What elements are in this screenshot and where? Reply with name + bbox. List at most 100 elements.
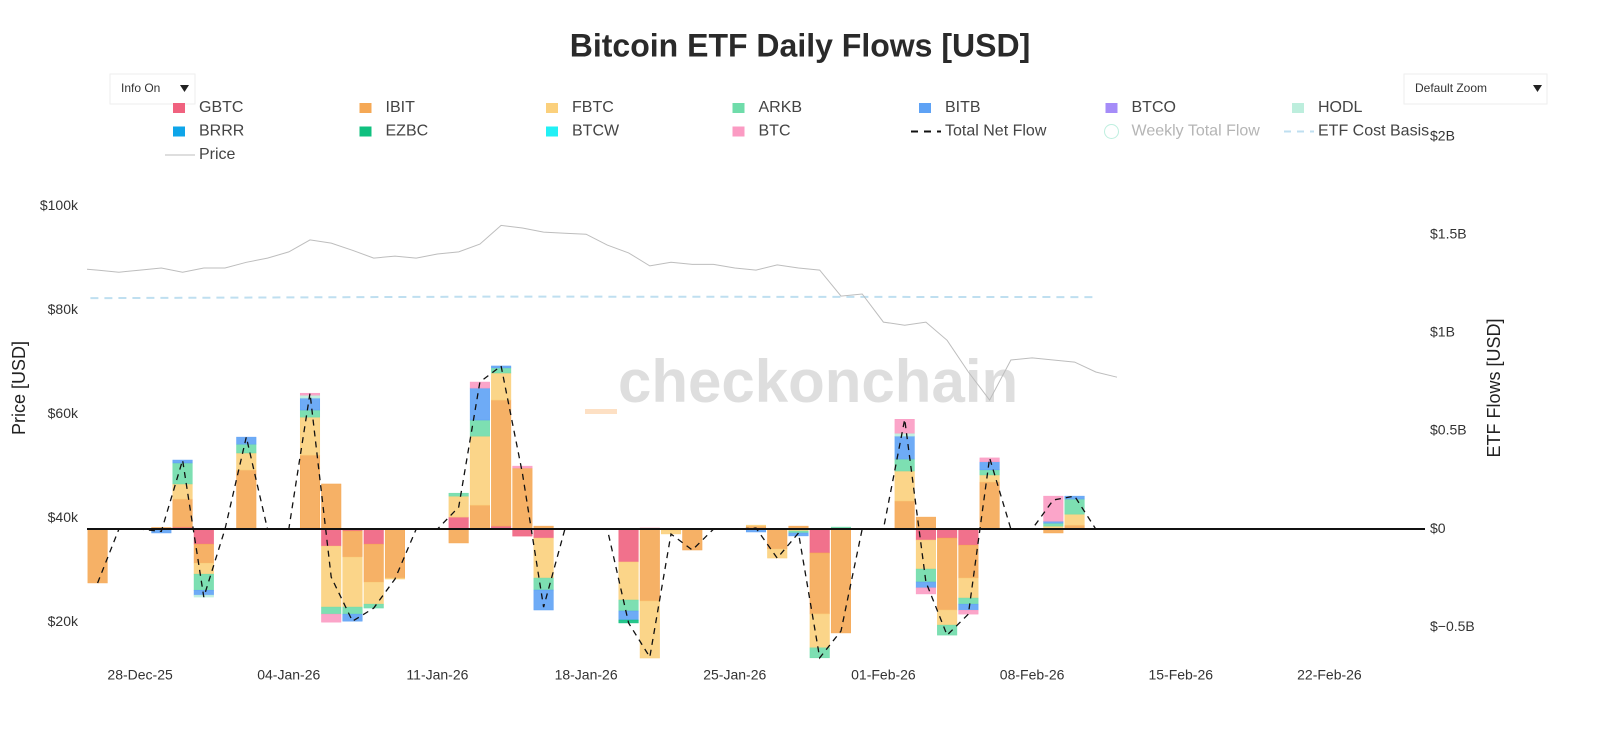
- bar-segment: [342, 613, 363, 622]
- x-tick-label: 22-Feb-26: [1297, 667, 1362, 683]
- legend-label[interactable]: GBTC: [199, 99, 243, 116]
- legend-swatch: [546, 103, 558, 113]
- legend-label[interactable]: HODL: [1318, 99, 1363, 116]
- dropdown-box[interactable]: [1403, 73, 1548, 105]
- legend-marker: [1104, 124, 1119, 139]
- bar-segment: [1043, 495, 1064, 522]
- dropdown-label[interactable]: Default Zoom: [1415, 81, 1487, 95]
- bar-segment: [491, 372, 512, 401]
- bar-segment: [469, 419, 490, 437]
- x-tick-label: 25-Jan-26: [703, 667, 766, 683]
- bar-segment: [958, 597, 979, 605]
- chart-title: Bitcoin ETF Daily Flows [USD]: [570, 27, 1030, 63]
- legend-swatch: [732, 103, 745, 113]
- bar-segment: [448, 492, 469, 497]
- bar-segment: [767, 528, 788, 550]
- bar-segment: [321, 613, 342, 623]
- y2-tick-label: $0: [1430, 520, 1446, 536]
- legend-item[interactable]: BTC: [732, 123, 791, 140]
- y2-tick-label: $2B: [1430, 128, 1455, 144]
- legend-label[interactable]: BTCO: [1132, 99, 1176, 116]
- bar-segment: [448, 528, 469, 544]
- bar-segment: [894, 432, 915, 437]
- bar-segment: [788, 530, 809, 534]
- bar-segment: [937, 528, 958, 539]
- legend-item[interactable]: FBTC: [546, 99, 614, 116]
- bar-segment: [469, 504, 490, 530]
- bar-segment: [1064, 513, 1085, 526]
- x-tick-label: 11-Jan-26: [406, 667, 468, 683]
- bar-segment: [915, 516, 936, 530]
- watermark-text: checkonchain: [618, 348, 1018, 415]
- legend-label[interactable]: EZBC: [386, 123, 429, 140]
- bar-segment: [172, 483, 193, 500]
- bar-segment: [937, 624, 958, 636]
- dropdown-label[interactable]: Info On: [121, 81, 160, 95]
- bar-segment: [958, 603, 979, 611]
- bar-segment: [512, 528, 533, 537]
- legend-item[interactable]: BTCO: [1105, 99, 1176, 116]
- legend-label[interactable]: Weekly Total Flow: [1132, 123, 1261, 140]
- legend-item[interactable]: Weekly Total Flow: [1104, 123, 1261, 140]
- y-axis-title: Price [USD]: [9, 341, 29, 435]
- bar-segment: [745, 524, 767, 527]
- bar-segment: [321, 606, 342, 615]
- legend-item[interactable]: ARKB: [732, 99, 803, 116]
- y-tick-label: $20k: [48, 613, 79, 629]
- plot-area: [87, 224, 1425, 660]
- bar-segment: [299, 454, 321, 529]
- bar-segment: [236, 469, 257, 530]
- bar-segment: [299, 397, 321, 411]
- legend-swatch: [919, 103, 931, 113]
- legend-label[interactable]: ETF Cost Basis: [1318, 123, 1429, 140]
- bar-segment: [894, 470, 915, 502]
- legend-item[interactable]: EZBC: [359, 123, 429, 140]
- bar-segment: [363, 543, 384, 583]
- bar-segment: [512, 465, 533, 469]
- legend-label[interactable]: Total Net Flow: [945, 123, 1047, 140]
- legend-label[interactable]: BITB: [945, 99, 981, 116]
- line: [96, 364, 1097, 660]
- legend-item[interactable]: IBIT: [359, 99, 416, 116]
- x-tick-label: 08-Feb-26: [1000, 667, 1065, 683]
- y-tick-label: $60k: [48, 405, 79, 421]
- y2-tick-label: $1B: [1430, 324, 1455, 340]
- legend-item[interactable]: BITB: [919, 99, 981, 116]
- bar-segment: [639, 600, 660, 659]
- legend-label[interactable]: IBIT: [386, 99, 416, 116]
- legend-item[interactable]: ETF Cost Basis: [1284, 123, 1429, 140]
- legend-label[interactable]: BRRR: [199, 123, 244, 140]
- bar-segment: [1064, 495, 1085, 500]
- bar-segment: [788, 532, 809, 537]
- legend-item[interactable]: GBTC: [173, 99, 243, 116]
- line: [87, 295, 1096, 300]
- dropdown-arrow: [180, 85, 189, 92]
- bar-segment: [979, 461, 1000, 471]
- bar-segment: [618, 610, 639, 621]
- zoom-dropdown[interactable]: Default Zoom: [1403, 73, 1548, 105]
- info-dropdown[interactable]: Info On: [109, 73, 196, 105]
- bar-segment: [809, 552, 830, 615]
- legend-item[interactable]: BTCW: [546, 123, 620, 140]
- bar-segment: [87, 528, 108, 584]
- bar-segment: [958, 577, 979, 599]
- bar-segment: [618, 528, 639, 563]
- legend-swatch: [546, 126, 558, 137]
- bar-segment: [193, 528, 214, 545]
- legend-item[interactable]: Price: [165, 146, 236, 163]
- bar-segment: [915, 539, 936, 570]
- legend-label[interactable]: BTC: [759, 123, 791, 140]
- bar-segment: [809, 528, 830, 554]
- x-tick-label: 28-Dec-25: [107, 667, 173, 683]
- legend-label[interactable]: FBTC: [572, 99, 614, 116]
- legend-label[interactable]: BTCW: [572, 123, 620, 140]
- legend-item[interactable]: HODL: [1292, 99, 1363, 116]
- legend-label[interactable]: Price: [199, 146, 236, 163]
- legend-label[interactable]: ARKB: [759, 99, 803, 116]
- dropdown-box[interactable]: [109, 73, 196, 105]
- bar-segment: [342, 530, 363, 558]
- legend-item[interactable]: BRRR: [173, 123, 244, 140]
- legend-item[interactable]: Total Net Flow: [911, 123, 1047, 140]
- bar-segment: [448, 516, 469, 530]
